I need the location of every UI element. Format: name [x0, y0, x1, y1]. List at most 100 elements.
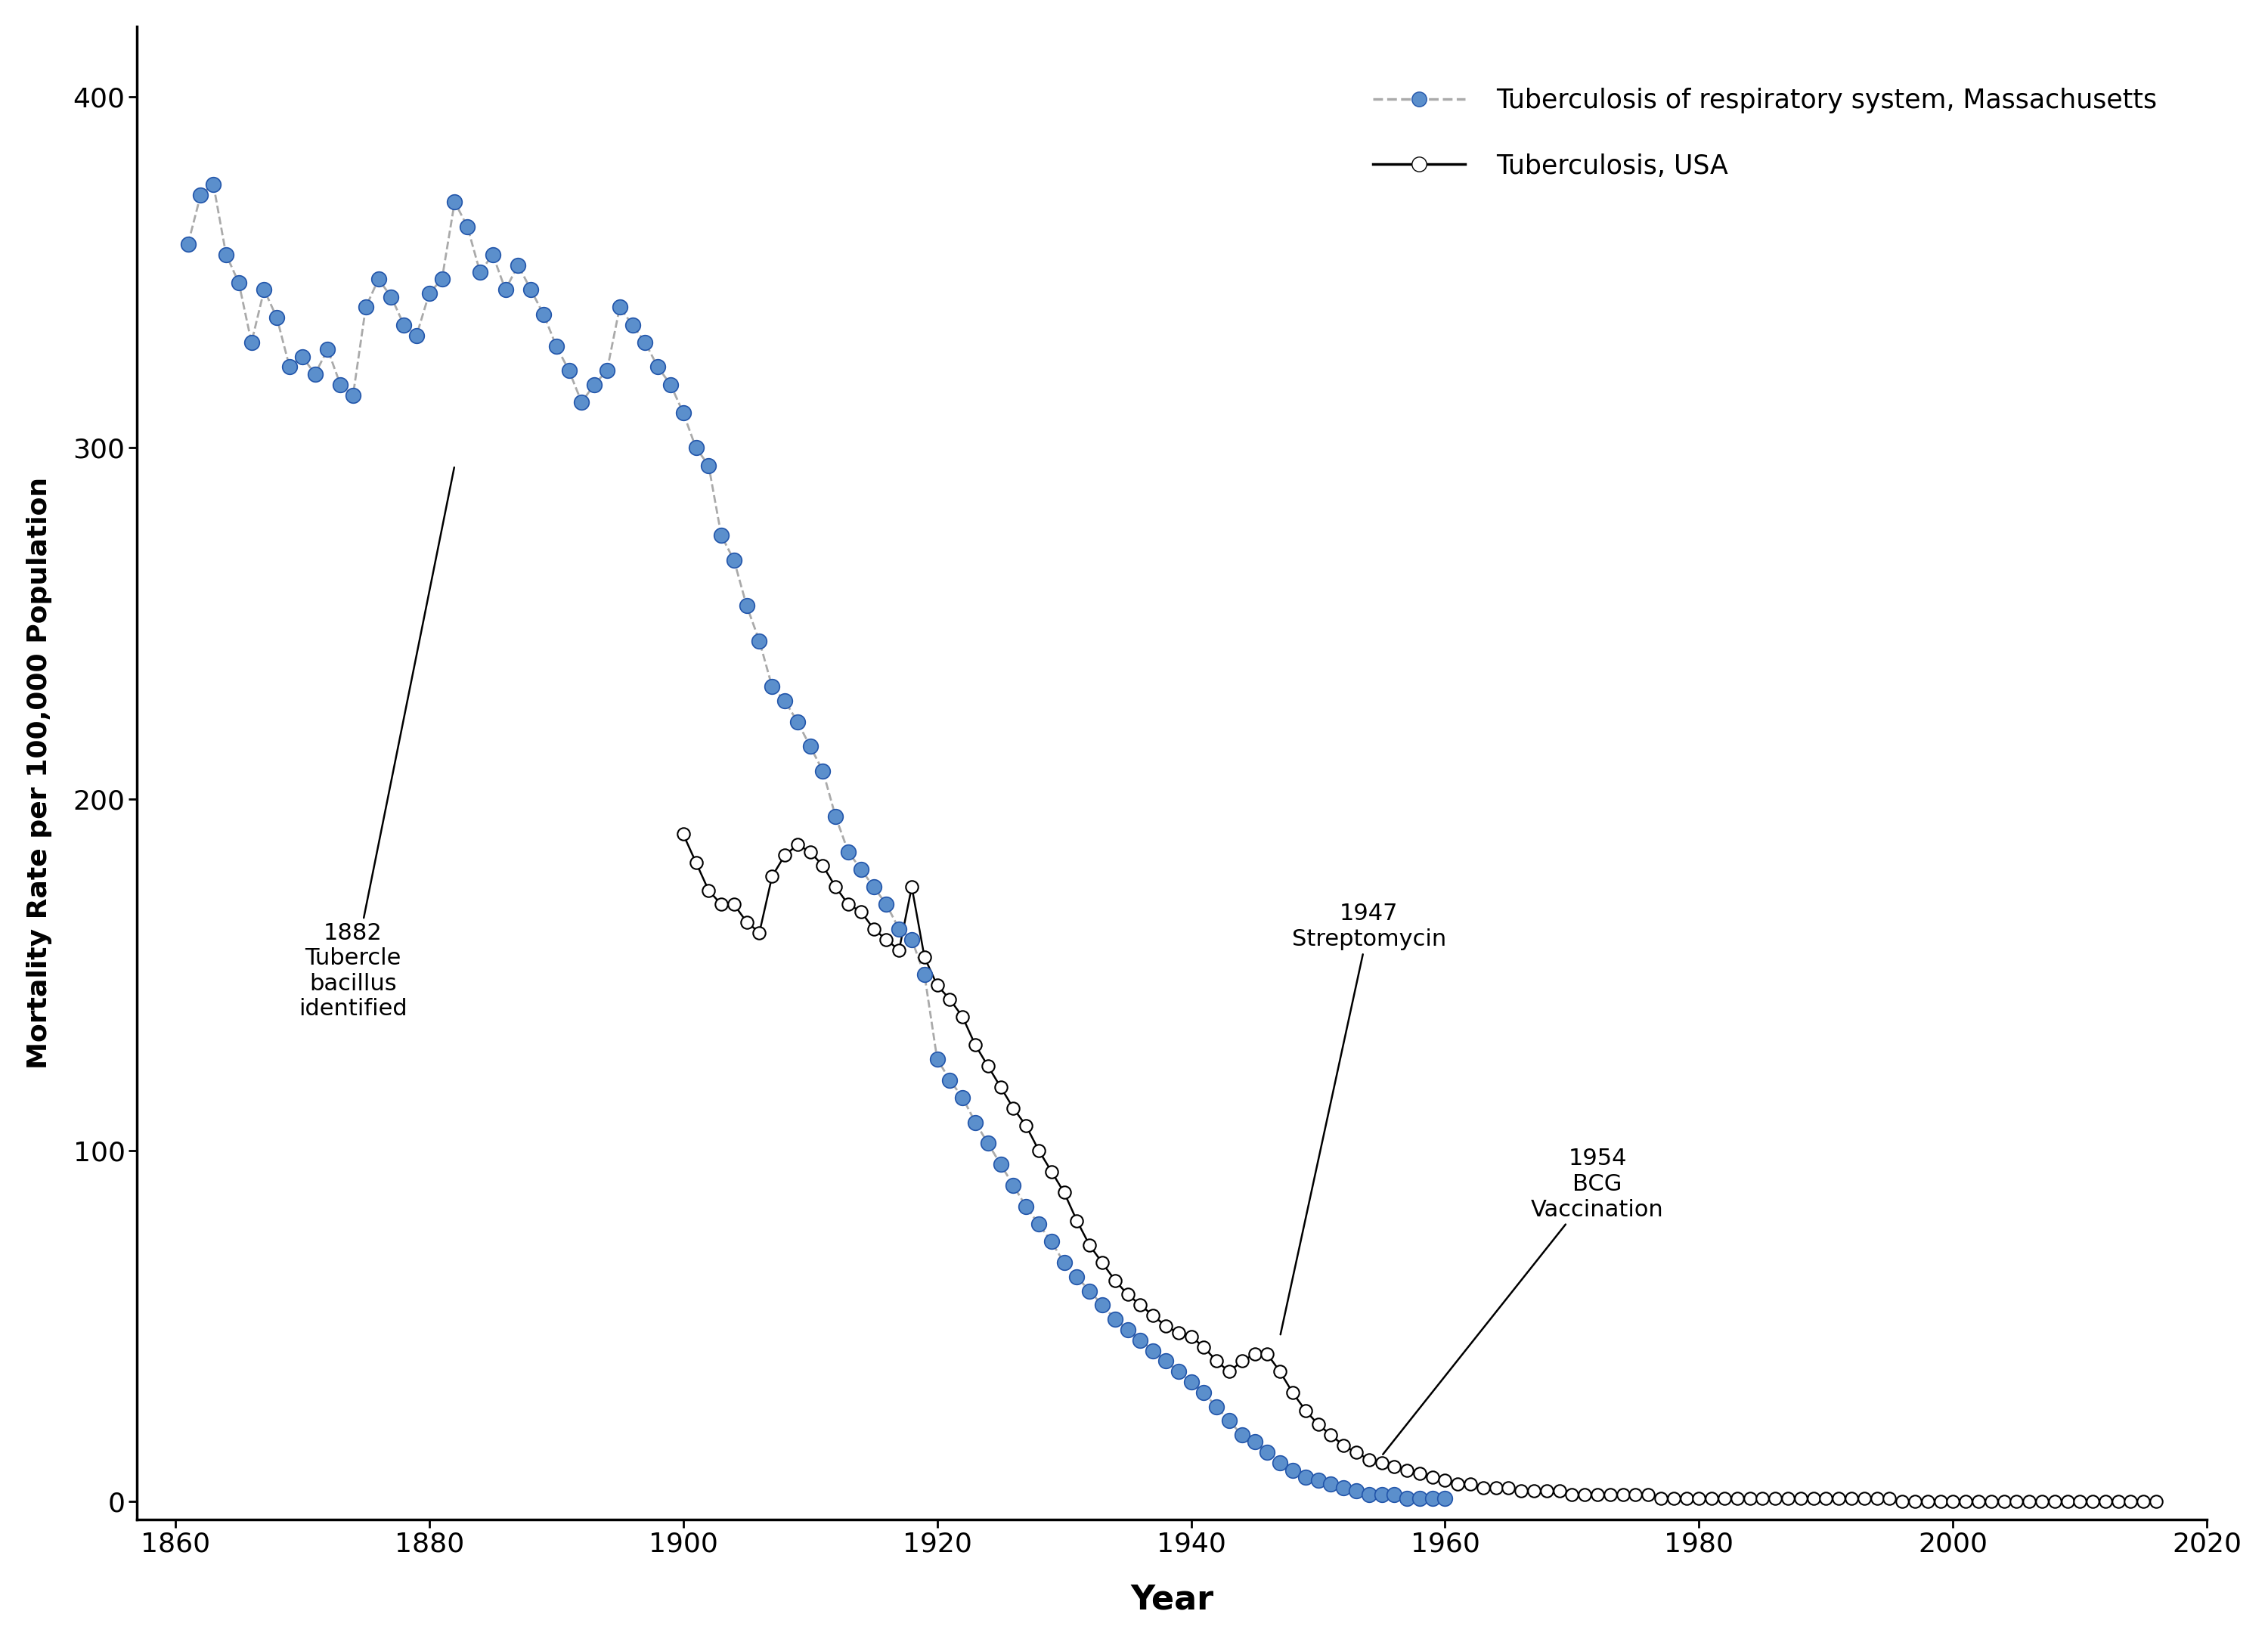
Point — [1796, 1484, 1833, 1511]
Point — [1402, 1460, 1438, 1486]
Point — [1706, 1484, 1742, 1511]
Point — [615, 312, 651, 338]
Point — [665, 399, 701, 425]
Point — [1225, 1348, 1261, 1374]
Point — [1098, 1305, 1134, 1332]
Point — [1046, 1179, 1082, 1205]
Point — [1084, 1292, 1120, 1319]
Point — [971, 1130, 1007, 1156]
Point — [907, 944, 943, 970]
Point — [653, 371, 689, 397]
Point — [1987, 1489, 2023, 1516]
Point — [1479, 1475, 1515, 1501]
Point — [2112, 1489, 2148, 1516]
Point — [1109, 1281, 1145, 1307]
Point — [322, 371, 358, 397]
Point — [1860, 1484, 1896, 1511]
Point — [717, 892, 753, 918]
Point — [982, 1151, 1018, 1177]
Point — [996, 1095, 1032, 1121]
Point — [1034, 1158, 1070, 1184]
Point — [1275, 1456, 1311, 1483]
Point — [1529, 1478, 1565, 1504]
Point — [1808, 1484, 1844, 1511]
Point — [2075, 1489, 2112, 1516]
Point — [1631, 1481, 1667, 1507]
Point — [816, 803, 853, 829]
Point — [792, 734, 828, 760]
Point — [1846, 1484, 1882, 1511]
Point — [399, 322, 435, 348]
Point — [1250, 1342, 1286, 1368]
Point — [1300, 1410, 1336, 1437]
Point — [1338, 1440, 1374, 1466]
Point — [971, 1053, 1007, 1079]
Point — [1681, 1484, 1717, 1511]
Point — [932, 1067, 968, 1094]
Point — [1427, 1468, 1463, 1494]
Point — [1275, 1379, 1311, 1406]
Point — [1579, 1481, 1615, 1507]
Point — [1211, 1358, 1247, 1384]
Point — [1236, 1429, 1272, 1455]
Point — [717, 547, 753, 573]
Point — [2125, 1489, 2161, 1516]
Point — [1694, 1484, 1730, 1511]
Point — [1225, 1422, 1261, 1448]
Point — [1656, 1484, 1692, 1511]
Point — [1377, 1481, 1413, 1507]
Point — [678, 849, 714, 875]
Point — [551, 358, 587, 384]
Point — [1134, 1338, 1170, 1365]
Point — [805, 759, 841, 785]
Point — [1313, 1422, 1349, 1448]
Point — [1402, 1484, 1438, 1511]
Point — [2100, 1489, 2136, 1516]
Point — [1363, 1450, 1399, 1476]
Point — [1363, 1481, 1399, 1507]
Point — [1490, 1475, 1526, 1501]
Point — [1070, 1277, 1107, 1304]
Point — [1186, 1379, 1222, 1406]
Point — [1440, 1471, 1476, 1498]
Point — [1948, 1489, 1984, 1516]
Point — [816, 874, 853, 900]
Point — [894, 926, 930, 952]
Point — [855, 916, 891, 943]
Point — [742, 920, 778, 946]
Point — [665, 821, 701, 847]
Point — [626, 330, 662, 356]
Point — [1821, 1484, 1857, 1511]
Point — [1338, 1478, 1374, 1504]
X-axis label: Year: Year — [1129, 1583, 1213, 1616]
Point — [1769, 1484, 1805, 1511]
Point — [1719, 1484, 1755, 1511]
Point — [742, 627, 778, 654]
Point — [830, 839, 866, 865]
Legend: Tuberculosis of respiratory system, Massachusetts, Tuberculosis, USA: Tuberculosis of respiratory system, Mass… — [1347, 62, 2184, 205]
Point — [1733, 1484, 1769, 1511]
Point — [1261, 1450, 1297, 1476]
Text: 1954
BCG
Vaccination: 1954 BCG Vaccination — [1383, 1148, 1665, 1455]
Point — [297, 361, 333, 388]
Point — [488, 276, 524, 302]
Point — [830, 892, 866, 918]
Point — [1161, 1320, 1198, 1346]
Point — [1642, 1484, 1678, 1511]
Point — [1161, 1358, 1198, 1384]
Point — [678, 435, 714, 461]
Point — [943, 1084, 980, 1110]
Point — [1923, 1489, 1960, 1516]
Point — [869, 926, 905, 952]
Point — [1896, 1489, 1932, 1516]
Point — [1352, 1481, 1388, 1507]
Point — [2139, 1489, 2175, 1516]
Point — [869, 892, 905, 918]
Point — [1935, 1489, 1971, 1516]
Point — [1300, 1468, 1336, 1494]
Point — [170, 232, 206, 258]
Point — [689, 452, 726, 478]
Point — [957, 1108, 993, 1135]
Point — [2062, 1489, 2098, 1516]
Point — [1211, 1407, 1247, 1433]
